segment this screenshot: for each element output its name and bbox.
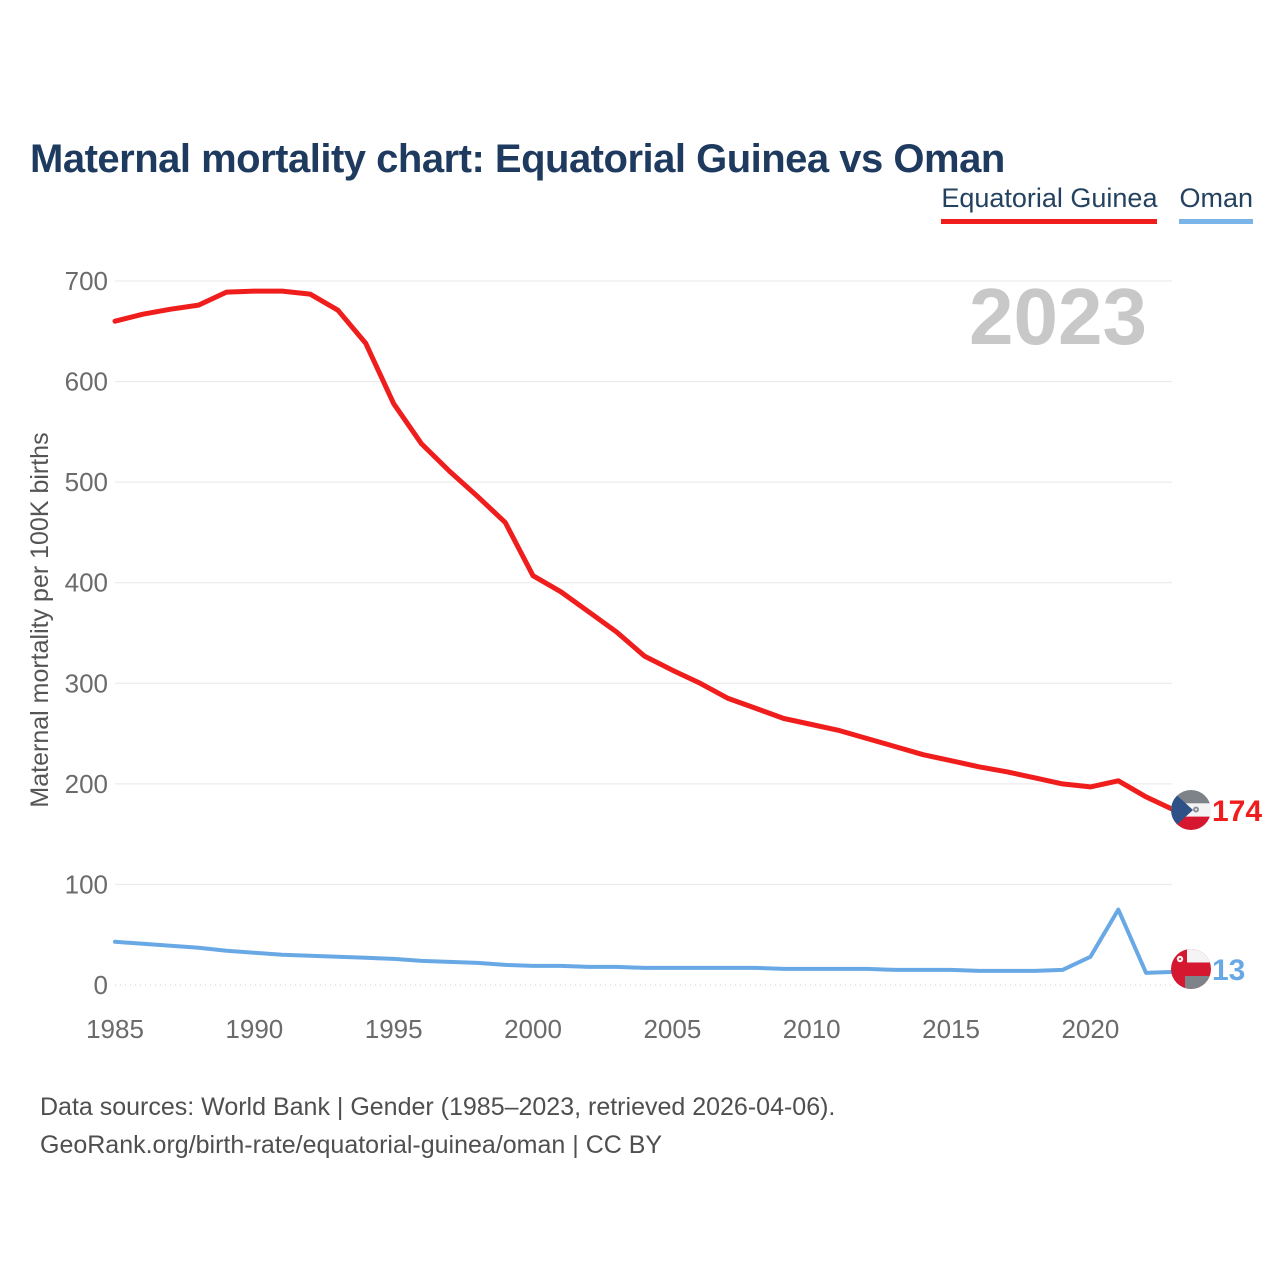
series-line-oman[interactable] — [113, 907, 1176, 975]
year-watermark: 2023 — [969, 272, 1147, 361]
oman-end-value: 13 — [1212, 954, 1245, 987]
legend: Equatorial Guinea Oman — [941, 183, 1253, 224]
x-tick-label: 1995 — [365, 1014, 423, 1044]
oman-flag-icon — [1171, 949, 1211, 989]
series-line-equatorial-guinea[interactable] — [112, 288, 1177, 813]
footer-attribution-line: GeoRank.org/birth-rate/equatorial-guinea… — [40, 1131, 663, 1159]
y-tick-label: 500 — [65, 467, 108, 497]
series-layer — [112, 288, 1177, 975]
y-tick-label: 300 — [65, 668, 108, 698]
y-tick-label: 100 — [65, 869, 108, 899]
y-tick-label: 600 — [65, 367, 108, 397]
x-tick-label: 2010 — [783, 1014, 841, 1044]
x-tick-label: 1990 — [225, 1014, 283, 1044]
legend-item-equatorial-guinea[interactable]: Equatorial Guinea — [941, 183, 1158, 224]
y-tick-label: 700 — [65, 266, 108, 296]
equatorial-guinea-end-value: 174 — [1212, 795, 1262, 828]
y-axis-title: Maternal mortality per 100K births — [26, 432, 54, 807]
grid-layer: 0 100 200 300 400 500 600 700 1985 1990 1995 2000 20… — [65, 266, 1172, 1044]
y-tick-label: 200 — [65, 769, 108, 799]
legend-item-oman[interactable]: Oman — [1179, 183, 1253, 224]
footer-sources-line: Data sources: World Bank | Gender (1985–… — [40, 1093, 836, 1121]
page-title: Maternal mortality chart: Equatorial Gui… — [30, 136, 1005, 181]
y-tick-label: 0 — [94, 970, 108, 1000]
y-tick-label: 400 — [65, 568, 108, 598]
x-tick-label: 1985 — [86, 1014, 144, 1044]
x-tick-label: 2020 — [1061, 1014, 1119, 1044]
equatorial-guinea-flag-icon — [1171, 790, 1211, 830]
x-tick-label: 2015 — [922, 1014, 980, 1044]
data-source-footer: Data sources: World Bank | Gender (1985–… — [40, 1088, 835, 1164]
x-tick-label: 2005 — [643, 1014, 701, 1044]
x-tick-label: 2000 — [504, 1014, 562, 1044]
